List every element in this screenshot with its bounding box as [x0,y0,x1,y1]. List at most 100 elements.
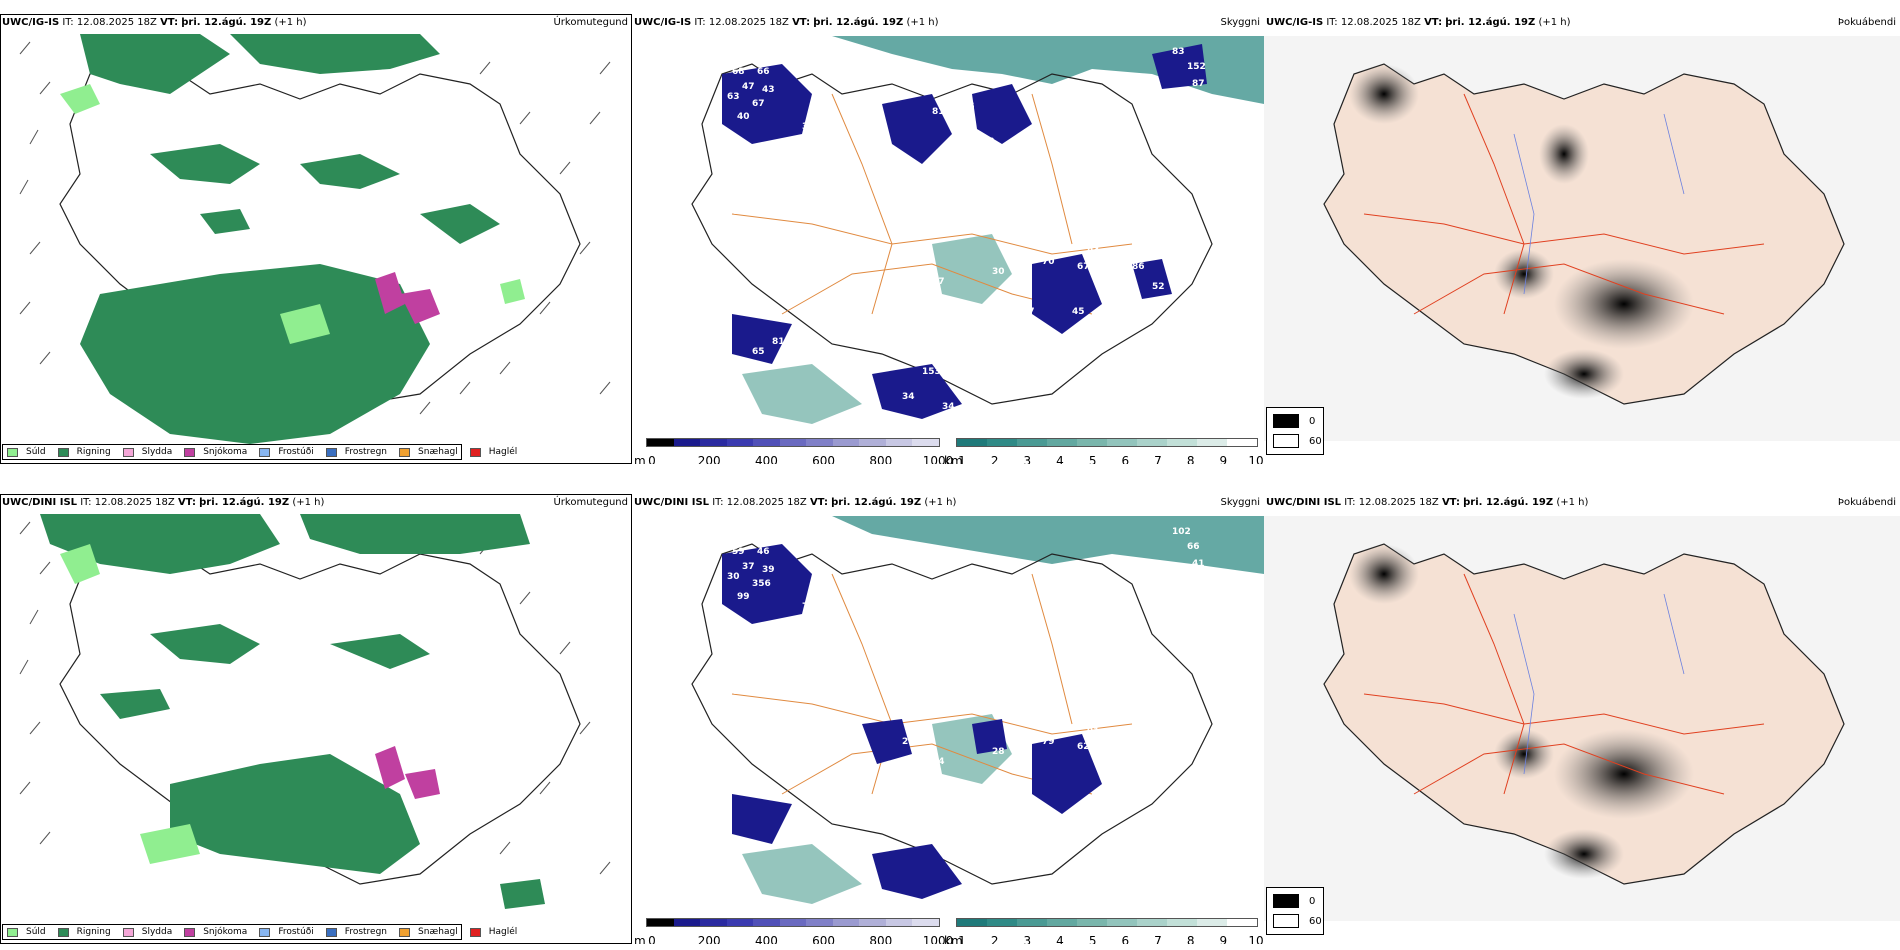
colorbar-tick: 5 [1088,454,1097,464]
colorbar-cells [646,438,940,447]
colorbar-cell [753,919,780,926]
ceiling-value-label: 120 [1132,742,1151,752]
precip-panel-row2: UWC/DINI ISL IT: 12.08.2025 18Z VT: þri.… [0,494,632,944]
colorbar-cell [1107,919,1137,926]
colorbar-tick: 2 [990,934,999,944]
colorbar-tick: 200 [697,454,721,464]
legend-item: Haglél [469,927,518,937]
ceiling-value-label: 40 [737,112,750,122]
cloud-title: Skyggni [1220,497,1260,508]
colorbar-cell [753,439,780,446]
legend-swatch [57,927,69,937]
ceiling-value-label: 26 [902,737,915,747]
ceiling-value-label: 65 [752,347,765,357]
colorbar-cell [859,919,886,926]
legend-label: Snæhagl [418,927,458,937]
colorbar-tick: 1000 [922,934,954,944]
cloud-panel-row2: 59 46 37 39 30 356 99 74 228 71 61 51 96 102 66 41 65 26 7… [632,494,1264,944]
ceiling-value-label: 228 [772,622,791,632]
ceiling-value-label: 66 [1187,542,1200,552]
colorbar-tick: 400 [754,454,778,464]
legend-swatch [184,447,196,457]
colorbar-tick: 7 [1154,454,1162,464]
fog-panel-row2: UWC/DINI ISL IT: 12.08.2025 18Z VT: þri.… [1264,494,1900,944]
ceiling-value-label: 97 [997,167,1010,177]
colorbar-cell [1017,439,1047,446]
colorbar-tick: 4 [1056,454,1064,464]
fog-legend-label: 0 [1309,415,1316,427]
colorbar-cell [885,439,913,446]
colorbar-unit: km [944,454,963,464]
colorbar-cell [1227,439,1257,446]
fog-legend-label: 60 [1309,915,1322,927]
ceiling-value-label: 164 [902,257,921,267]
colorbar-tick: 6 [1121,454,1130,464]
ceiling-colorbar: m 0 200 400 600 800 1000 [634,438,953,464]
colorbar-cell [885,919,913,926]
ceiling-value-label: 74 [802,602,815,612]
legend-swatch [325,927,337,937]
ceiling-value-label: 68 [732,67,745,77]
legend-item: Súld [7,447,46,457]
ceiling-value-label: 152 [1187,62,1206,72]
colorbar-unit: m [634,934,646,944]
ceiling-value-label: 28 [992,747,1005,757]
colorbar-tick: 400 [754,934,778,944]
colorbar-tick: 600 [812,454,836,464]
legend-swatch [325,447,337,457]
fog-legend-item: 0 [1273,894,1315,908]
ceiling-value-label: 47 [742,82,755,92]
colorbar-cell [1197,439,1227,446]
ceiling-value-label: 46 [962,102,975,112]
colorbar-tick: 5 [1088,934,1097,944]
ceiling-value-label: 79 [1042,737,1055,747]
fog-legend-label: 0 [1309,895,1316,907]
colorbar-cell [1137,439,1167,446]
colorbar-tick: 0 [648,454,656,464]
colorbar-tick: 1 [958,454,966,464]
legend-label: Haglél [488,927,518,937]
legend-item: Frostúði [259,447,314,457]
ceiling-value-label: 96 [997,647,1010,657]
colorbar-unit: km [944,934,963,944]
ceiling-value-label: 34 [902,392,915,402]
legend-swatch [259,927,271,937]
colorbar-cell [647,919,674,926]
ceiling-value-label: 34 [942,402,955,412]
colorbar-cell [779,439,807,446]
fog-title: Þokuábendi [1837,497,1896,508]
legend-swatch [122,447,134,457]
fog-legend: 0 60 [1266,407,1324,455]
colorbar-cell [832,439,860,446]
cloud-title: Skyggni [1220,17,1260,28]
ceiling-value-label: 43 [762,85,775,95]
ceiling-value-label: 77 [772,142,785,152]
ceiling-value-label: 46 [757,547,770,557]
colorbar-tick: 200 [697,934,721,944]
legend-label: Frostregn [344,447,388,457]
colorbar-tick: 10 [1248,454,1264,464]
legend-item: Snjókoma [184,927,247,937]
precip-header: UWC/DINI ISL IT: 12.08.2025 18Z VT: þri.… [2,497,325,508]
legend-item: Súld [7,927,46,937]
legend-label: Frostregn [344,927,388,937]
fog-legend-swatch [1273,434,1299,448]
colorbar-cells [956,438,1258,447]
colorbar-tick: 7 [1154,934,1162,944]
precip-header: UWC/IG-IS IT: 12.08.2025 18Z VT: þri. 12… [2,17,307,28]
colorbar-tick: 8 [1186,454,1195,464]
ceiling-value-label: 37 [742,562,755,572]
precip-legend: Súld Rigning Slydda Snjókoma Frostúði Frostre… [2,924,517,940]
colorbar-cell [1137,919,1167,926]
visibility-colorbar: km 1 2 3 4 5 6 7 8 9 10 [944,438,1264,464]
precip-panel-row1: UWC/IG-IS IT: 12.08.2025 18Z VT: þri. 12… [0,14,632,464]
colorbar-cell [912,919,940,926]
precip-frame [0,14,632,464]
colorbar-cell [1227,919,1257,926]
fog-map [1264,516,1900,921]
legend-swatch [399,447,411,457]
ceiling-value-label: 81 [772,337,785,347]
fog-legend-swatch [1273,914,1299,928]
